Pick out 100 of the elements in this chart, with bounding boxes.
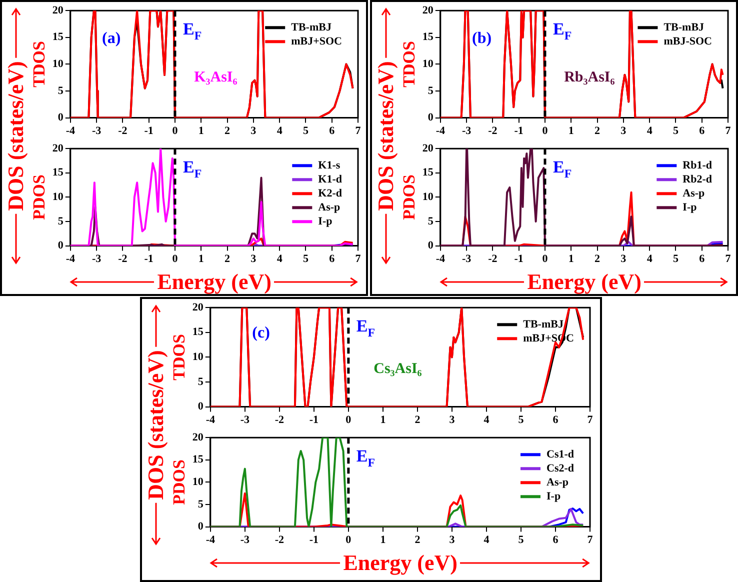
x-tick-label: 0 bbox=[346, 414, 352, 426]
y-tick-label: 10 bbox=[422, 191, 434, 204]
x-tick-label: 7 bbox=[355, 253, 362, 266]
x-tick-label: 1 bbox=[568, 253, 574, 266]
y-tick-label: 20 bbox=[192, 431, 204, 444]
x-tick-label: 1 bbox=[568, 125, 574, 138]
x-tick-label: -4 bbox=[66, 253, 76, 266]
y-tick-label: 20 bbox=[192, 301, 204, 314]
x-tick-label: 4 bbox=[646, 253, 653, 266]
x-tick-label: 7 bbox=[725, 125, 732, 138]
x-tick-label: 3 bbox=[449, 534, 456, 546]
y-tick-label: 5 bbox=[428, 84, 434, 97]
annotation: (a) bbox=[102, 30, 121, 47]
y-tick-label: 15 bbox=[422, 31, 434, 44]
x-tick-label: 0 bbox=[172, 253, 178, 266]
x-tick-label: -2 bbox=[488, 253, 498, 266]
legend-label: mBJ+SOC bbox=[291, 35, 342, 48]
x-tick-label: 2 bbox=[414, 534, 421, 546]
legend-label: TB-mBJ bbox=[523, 318, 564, 330]
x-tick-label: 4 bbox=[484, 414, 490, 426]
x-tick-label: -2 bbox=[118, 253, 128, 266]
x-tick-label: 2 bbox=[594, 253, 601, 266]
annotation: (b) bbox=[472, 30, 492, 47]
y-tick-label: 20 bbox=[422, 142, 434, 154]
x-tick-label: -4 bbox=[436, 253, 446, 266]
y-tick-label: 5 bbox=[198, 498, 204, 510]
x-tick-label: -1 bbox=[309, 534, 319, 546]
x-tick-label: 3 bbox=[449, 414, 456, 426]
x-tick-label: 6 bbox=[329, 253, 336, 266]
legend-label: K2-d bbox=[318, 187, 342, 200]
x-tick-label: 5 bbox=[302, 253, 309, 266]
x-tick-label: 2 bbox=[414, 414, 421, 426]
x-tick-label: 2 bbox=[594, 125, 601, 138]
y-tick-label: 15 bbox=[192, 454, 204, 466]
y-tick-label: 0 bbox=[428, 112, 434, 124]
x-tick-label: 3 bbox=[620, 125, 627, 138]
x-tick-label: 4 bbox=[646, 125, 653, 138]
y-tick-label: 15 bbox=[52, 166, 64, 179]
y-tick-label: 15 bbox=[52, 31, 64, 44]
annotation: Cs₃AsI₆ bbox=[374, 361, 422, 378]
x-tick-label: -1 bbox=[514, 253, 524, 266]
x-tick-label: 7 bbox=[355, 125, 362, 138]
y-tick-label: 0 bbox=[428, 240, 434, 252]
x-tick-label: -2 bbox=[274, 414, 284, 426]
legend-label: I-p bbox=[546, 490, 561, 502]
y-tick-label: 10 bbox=[192, 351, 204, 364]
legend-label: I-p bbox=[318, 215, 332, 228]
y-tick-label: 0 bbox=[58, 240, 64, 252]
x-tick-label: 3 bbox=[250, 125, 257, 138]
legend-label: Cs2-d bbox=[546, 462, 574, 474]
x-tick-label: 0 bbox=[172, 125, 178, 138]
x-tick-label: -4 bbox=[206, 534, 216, 546]
y-tick-label: 10 bbox=[422, 58, 434, 70]
x-tick-label: 6 bbox=[552, 534, 559, 546]
annotation: (c) bbox=[252, 324, 270, 342]
y-axis-title: PDOS bbox=[30, 174, 49, 220]
x-tick-label: -1 bbox=[144, 125, 154, 138]
y-axis-title: PDOS bbox=[400, 174, 419, 220]
x-tick-label: -3 bbox=[240, 534, 250, 546]
x-axis-title: Energy (eV) bbox=[524, 269, 644, 294]
legend-label: mBJ-SOC bbox=[664, 35, 712, 48]
x-tick-label: 7 bbox=[725, 253, 732, 266]
x-tick-label: 0 bbox=[542, 253, 548, 266]
legend-label: Rb1-d bbox=[682, 159, 712, 172]
y-tick-label: 10 bbox=[192, 476, 204, 488]
y-tick-label: 0 bbox=[198, 400, 204, 413]
x-tick-label: 3 bbox=[620, 253, 627, 266]
x-tick-label: -4 bbox=[66, 125, 76, 138]
annotation: Rb₃AsI₆ bbox=[564, 69, 616, 86]
x-tick-label: 6 bbox=[699, 125, 706, 138]
x-tick-label: -2 bbox=[488, 125, 498, 138]
y-tick-label: 20 bbox=[52, 4, 64, 16]
legend-label: I-p bbox=[682, 201, 697, 214]
x-tick-label: -2 bbox=[274, 534, 284, 546]
y-tick-label: 5 bbox=[58, 84, 64, 97]
x-tick-label: 7 bbox=[587, 414, 594, 426]
legend-label: K1-s bbox=[318, 159, 341, 172]
x-tick-label: 7 bbox=[587, 534, 594, 546]
legend-label: As-p bbox=[318, 201, 340, 214]
y-tick-label: 5 bbox=[58, 215, 64, 228]
legend-label: As-p bbox=[682, 187, 705, 200]
x-tick-label: -3 bbox=[462, 253, 472, 266]
x-tick-label: 4 bbox=[484, 534, 490, 546]
x-tick-label: 2 bbox=[224, 253, 231, 266]
y-tick-label: 15 bbox=[422, 166, 434, 179]
x-tick-label: 5 bbox=[518, 534, 524, 546]
x-tick-label: -1 bbox=[514, 125, 524, 138]
y-tick-label: 15 bbox=[192, 326, 204, 338]
x-tick-label: 1 bbox=[198, 253, 204, 266]
y-tick-label: 20 bbox=[52, 142, 64, 154]
x-tick-label: 1 bbox=[198, 125, 204, 138]
x-tick-label: 6 bbox=[552, 414, 559, 426]
x-tick-label: -4 bbox=[206, 414, 216, 426]
y-tick-label: 10 bbox=[52, 58, 64, 70]
x-tick-label: 5 bbox=[302, 125, 309, 138]
y-axis-title: TDOS bbox=[170, 334, 189, 380]
x-tick-label: -3 bbox=[240, 414, 250, 426]
y-axis-title: PDOS bbox=[170, 460, 189, 505]
x-tick-label: 5 bbox=[518, 414, 524, 426]
legend-label: Rb2-d bbox=[682, 173, 712, 186]
